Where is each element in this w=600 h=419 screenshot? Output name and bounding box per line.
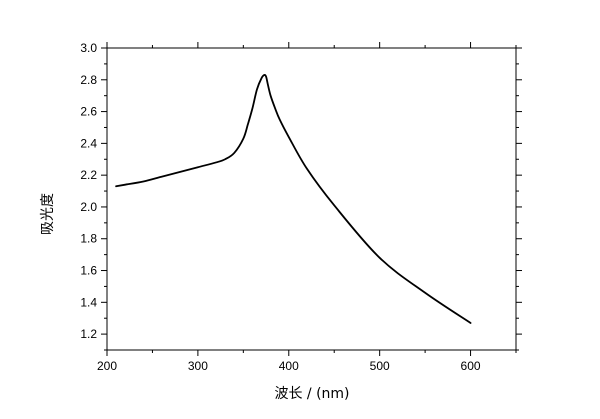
y-tick-label: 2.0 (80, 200, 97, 214)
y-axis-label: 吸光度 (40, 193, 56, 235)
y-tick-label: 1.2 (80, 327, 97, 341)
y-tick-label: 2.4 (80, 136, 97, 150)
absorbance-series-line (115, 74, 472, 324)
x-axis-ticks: 200 300 400 500 600 (97, 42, 517, 373)
y-tick-label: 2.8 (80, 73, 97, 87)
plot-border (106, 47, 517, 351)
x-tick-label: 200 (97, 359, 117, 373)
x-axis-label: 波长 / (nm) (274, 386, 349, 402)
y-tick-label: 3.0 (80, 41, 97, 55)
y-axis-ticks: 1.2 1.4 1.6 1.8 2.0 2.2 2.4 2.6 2.8 3.0 (80, 41, 522, 351)
y-tick-label: 1.8 (80, 232, 97, 246)
x-tick-label: 500 (370, 359, 390, 373)
y-tick-label: 2.2 (80, 168, 97, 182)
y-tick-label: 1.6 (80, 264, 97, 278)
x-tick-label: 400 (279, 359, 299, 373)
series-layer (115, 74, 472, 324)
x-tick-label: 600 (461, 359, 481, 373)
y-tick-label: 1.4 (80, 295, 97, 309)
y-tick-label: 2.6 (80, 105, 97, 119)
x-tick-label: 300 (188, 359, 208, 373)
plot-frame (106, 47, 517, 351)
